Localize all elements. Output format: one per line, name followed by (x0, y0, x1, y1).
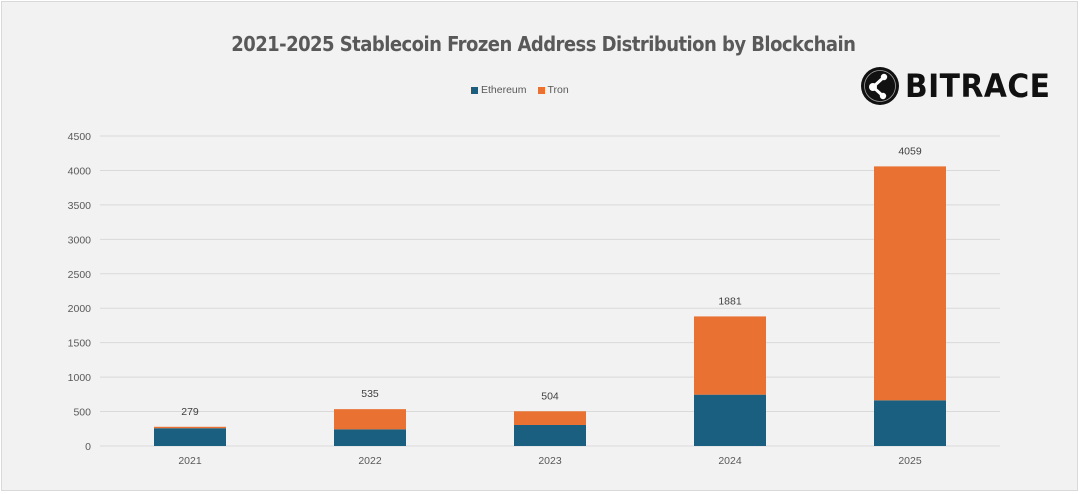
bitrace-logo: BITRACE (860, 66, 1061, 106)
legend-item-ethereum[interactable]: Ethereum (471, 84, 527, 96)
legend-swatch-ethereum (471, 86, 478, 94)
bar-tron-2022 (334, 409, 406, 430)
x-tick-label-2021: 2021 (178, 455, 202, 467)
bar-tron-2024 (694, 316, 766, 395)
legend-label-ethereum: Ethereum (481, 84, 527, 96)
y-tick-label: 1500 (68, 338, 92, 350)
y-axis-ticks: 0 500 1000 1500 2000 2500 3000 3500 4000 4500 (68, 131, 92, 453)
bitrace-logo-icon (861, 67, 899, 105)
y-tick-label: 500 (73, 407, 91, 419)
legend: Ethereum Tron (471, 83, 580, 97)
x-tick-label-2024: 2024 (718, 455, 742, 467)
y-tick-label: 0 (85, 441, 91, 453)
bar-tron-2025 (874, 166, 946, 401)
legend-swatch-tron (537, 86, 545, 94)
data-label-total-2025: 4059 (898, 145, 922, 157)
y-tick-label: 4500 (68, 131, 92, 143)
y-tick-label: 1000 (68, 372, 92, 384)
x-tick-label-2025: 2025 (898, 455, 922, 467)
bar-ethereum-2022 (334, 429, 406, 446)
data-label-total-2024: 1881 (718, 295, 742, 307)
bar-ethereum-2024 (694, 394, 766, 446)
data-label-total-2021: 279 (181, 406, 199, 418)
bar-tron-2021 (154, 426, 226, 429)
y-tick-label: 3500 (68, 200, 92, 212)
bar-ethereum-2025 (874, 400, 946, 446)
bitrace-wordmark: BITRACE (905, 67, 1051, 105)
x-tick-label-2023: 2023 (538, 455, 562, 467)
bar-ethereum-2023 (514, 424, 586, 446)
bars (154, 166, 946, 446)
y-tick-label: 2000 (68, 303, 92, 315)
data-label-total-2023: 504 (541, 390, 559, 402)
bar-ethereum-2021 (154, 428, 226, 446)
legend-label-tron: Tron (547, 84, 569, 96)
y-tick-label: 3000 (68, 234, 92, 246)
data-labels: 279 535 504 1881 4059 (181, 145, 922, 417)
y-tick-label: 4000 (68, 165, 92, 177)
x-axis-ticks: 2021 2022 2023 2024 2025 (178, 455, 922, 467)
y-tick-label: 2500 (68, 269, 92, 281)
gridlines (100, 135, 1000, 447)
x-tick-label-2022: 2022 (358, 455, 382, 467)
bar-tron-2023 (514, 411, 586, 425)
legend-item-tron[interactable]: Tron (537, 84, 569, 96)
chart-title: 2021-2025 Stablecoin Frozen Address Dist… (231, 32, 856, 56)
data-label-total-2022: 535 (361, 388, 379, 400)
